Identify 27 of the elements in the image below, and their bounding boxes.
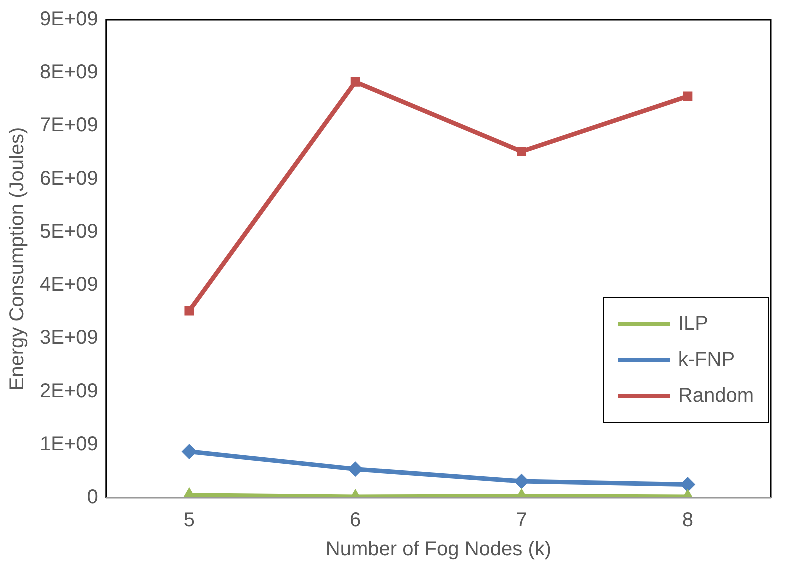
point [184, 306, 194, 316]
legend-label: k-FNP [678, 348, 736, 372]
legend-label: ILP [678, 312, 708, 336]
y-tick-label: 8E+09 [40, 62, 98, 84]
y-tick-label: 6E+09 [40, 168, 98, 190]
point [182, 444, 197, 460]
y-tick-label: 2E+09 [40, 380, 98, 402]
x-tick-label: 7 [516, 510, 528, 532]
y-axis-title: Energy Consumption (Joules) [6, 127, 29, 391]
point [517, 146, 527, 156]
point [350, 77, 360, 87]
y-tick-label: 3E+09 [40, 327, 98, 350]
x-tick-label: 5 [184, 510, 196, 532]
point [683, 92, 693, 102]
y-tick-label: 5E+09 [40, 220, 98, 243]
point [348, 462, 364, 477]
y-tick-label: 7E+09 [40, 114, 98, 137]
y-tick-label: 4E+09 [40, 274, 98, 296]
point [514, 474, 530, 490]
x-tick-label: 6 [350, 510, 362, 532]
point [680, 477, 696, 492]
y-tick-label: 1E+09 [40, 433, 98, 456]
x-tick-label: 8 [682, 510, 694, 532]
x-axis-title: Number of Fog Nodes (k) [326, 538, 552, 561]
y-tick-label: 0 [87, 486, 98, 509]
legend-label: Random [678, 384, 754, 408]
y-tick-label: 9E+09 [40, 8, 98, 31]
